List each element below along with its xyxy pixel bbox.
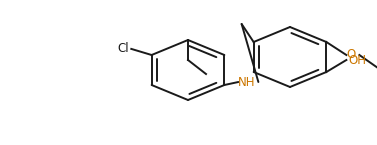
Text: O: O [347,48,356,61]
Text: NH: NH [238,76,255,88]
Text: OH: OH [348,54,366,67]
Text: Cl: Cl [118,42,129,55]
